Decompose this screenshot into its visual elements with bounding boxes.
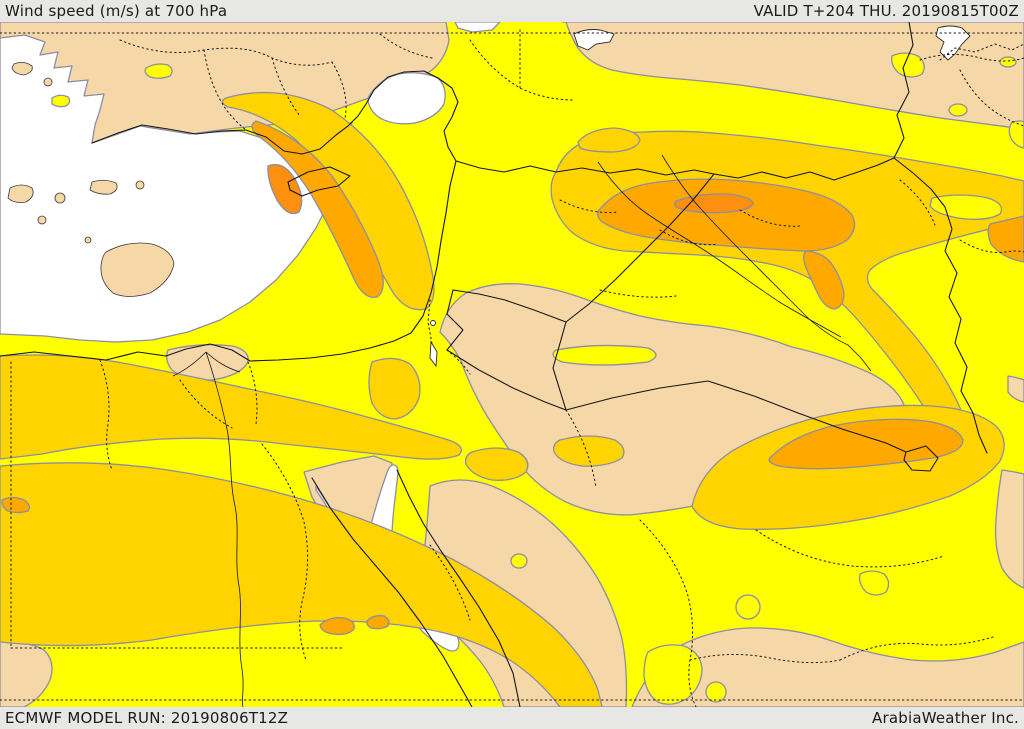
turkey-coastline [91, 70, 459, 162]
levant-egypt-coastline [0, 160, 457, 362]
egypt-libya-sudan-borders [10, 361, 345, 649]
dotted-admin-boundaries [0, 29, 1024, 708]
page-title: Wind speed (m/s) at 700 hPa [5, 2, 228, 20]
iraq-saudi-border [565, 380, 939, 472]
euphrates-river [597, 161, 842, 338]
header-bar: Wind speed (m/s) at 700 hPa VALID T+204 … [0, 0, 1024, 22]
brand-label: ArabiaWeather Inc. [872, 709, 1019, 727]
turkey-iran-border [893, 21, 914, 159]
cyprus-outline [287, 166, 351, 197]
black-sea-tip [454, 21, 501, 33]
wind-fill-high [1, 120, 1024, 636]
sea-of-galilee [430, 320, 436, 326]
footer-bar: ECMWF MODEL RUN: 20190806T12Z ArabiaWeat… [0, 707, 1024, 729]
nile-river [172, 351, 244, 708]
rivers [172, 154, 872, 708]
islands [7, 62, 175, 297]
iraq-iran-border [893, 157, 988, 454]
model-run-label: ECMWF MODEL RUN: 20190806T12Z [5, 709, 289, 727]
turkey-southern-border [455, 157, 895, 181]
dead-sea [429, 340, 438, 368]
wind-fill-low-pockets [51, 52, 1024, 705]
lake-urmia [935, 25, 971, 61]
coastlines-and-borders [0, 21, 988, 708]
tigris-river [661, 154, 872, 372]
valid-time-label: VALID T+204 THU. 20190815T00Z [753, 2, 1019, 20]
lake-van [573, 29, 615, 51]
jordan-borders [446, 289, 567, 411]
island-rhodes [100, 242, 175, 297]
red-sea-coastlines [311, 469, 521, 708]
